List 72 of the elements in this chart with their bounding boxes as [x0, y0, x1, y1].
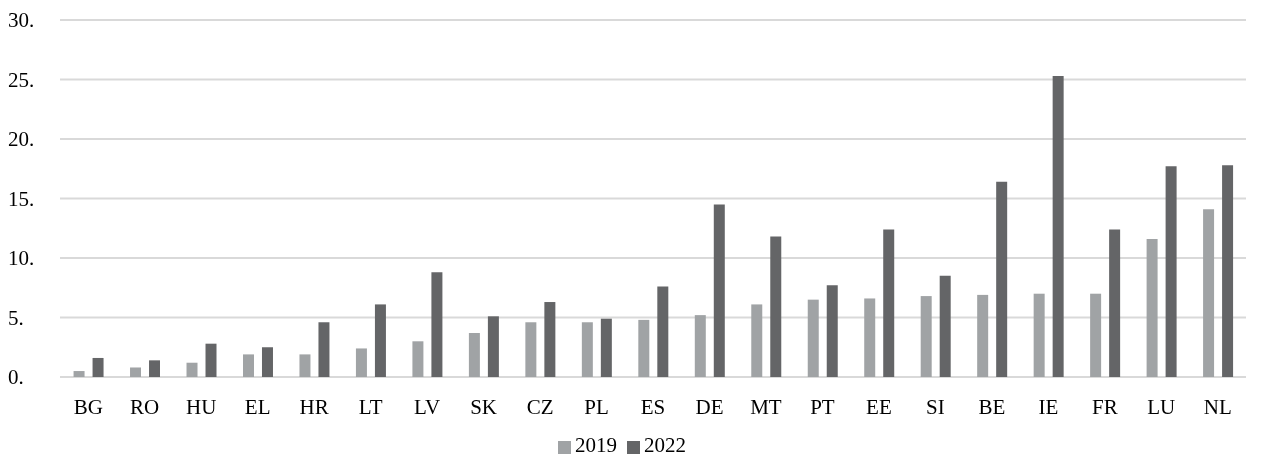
bar — [751, 304, 763, 377]
bar — [1090, 293, 1102, 377]
x-tick-label: LV — [414, 394, 441, 419]
bar — [1165, 166, 1177, 377]
x-tick-label: HR — [299, 394, 329, 419]
y-tick-label: 10. — [8, 246, 35, 271]
bar — [996, 181, 1008, 377]
bar — [525, 322, 537, 377]
bar — [468, 332, 480, 377]
bar — [544, 302, 556, 377]
bar — [581, 322, 593, 377]
y-tick-label: 20. — [8, 127, 35, 152]
bar — [883, 229, 895, 377]
bar — [1052, 75, 1064, 377]
y-tick-label: 5. — [8, 305, 24, 330]
bar — [487, 316, 499, 377]
x-tick-label: BG — [73, 394, 103, 419]
bar — [638, 319, 650, 377]
bar — [600, 318, 612, 377]
bar — [1109, 229, 1121, 377]
bar — [939, 275, 951, 377]
bar — [261, 347, 273, 377]
bar — [374, 304, 386, 377]
x-tick-label: MT — [750, 394, 782, 419]
bar — [73, 371, 85, 377]
bar — [318, 322, 330, 377]
y-tick-label: 15. — [8, 186, 35, 211]
y-tick-label: 0. — [8, 365, 24, 390]
bar — [242, 354, 254, 377]
x-tick-label: FR — [1091, 394, 1118, 419]
bar — [770, 236, 782, 377]
bar — [807, 299, 819, 377]
x-tick-label: CZ — [526, 394, 554, 419]
bar — [977, 294, 989, 377]
bar — [1146, 238, 1158, 377]
bar — [130, 367, 142, 377]
x-tick-label: RO — [130, 394, 160, 419]
x-tick-label: BE — [978, 394, 1006, 419]
bar — [355, 348, 367, 377]
legend-label: 2022 — [644, 433, 686, 457]
bar — [149, 360, 161, 377]
bar — [864, 298, 876, 377]
x-tick-label: HU — [186, 394, 217, 419]
x-tick-label: SK — [470, 394, 497, 419]
bar — [694, 315, 706, 377]
x-tick-label: LT — [358, 394, 383, 419]
legend-label: 2019 — [575, 433, 617, 457]
x-tick-label: SI — [926, 394, 945, 419]
x-tick-label: PT — [810, 394, 835, 419]
y-tick-label: 25. — [8, 67, 35, 92]
bar — [431, 272, 443, 377]
x-tick-label: NL — [1203, 394, 1232, 419]
bar — [826, 285, 838, 377]
bar — [205, 343, 217, 377]
x-tick-label: ES — [640, 394, 666, 419]
bar — [713, 204, 725, 377]
x-tick-label: PL — [584, 394, 609, 419]
x-tick-label: DE — [695, 394, 724, 419]
bar — [412, 341, 424, 377]
x-tick-label: LU — [1147, 394, 1176, 419]
x-tick-label: EE — [866, 394, 892, 419]
bar — [657, 286, 669, 377]
y-tick-label: 30. — [8, 8, 35, 33]
bar — [1222, 165, 1234, 377]
bar — [299, 354, 311, 377]
bar — [920, 296, 932, 377]
bar — [1203, 209, 1215, 377]
bar — [92, 357, 104, 377]
bar — [186, 362, 198, 377]
x-tick-label: EL — [244, 394, 271, 419]
bar — [1033, 293, 1045, 377]
x-tick-label: IE — [1038, 394, 1059, 419]
